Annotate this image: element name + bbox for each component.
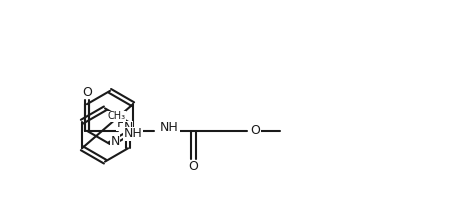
- Text: N: N: [123, 121, 133, 134]
- Text: O: O: [82, 86, 92, 98]
- Text: NH: NH: [124, 127, 142, 140]
- Text: O: O: [188, 160, 198, 173]
- Text: F: F: [116, 117, 124, 130]
- Text: CH₃: CH₃: [107, 111, 125, 121]
- Text: NH: NH: [160, 121, 179, 134]
- Text: O: O: [250, 124, 261, 137]
- Text: N: N: [110, 135, 120, 148]
